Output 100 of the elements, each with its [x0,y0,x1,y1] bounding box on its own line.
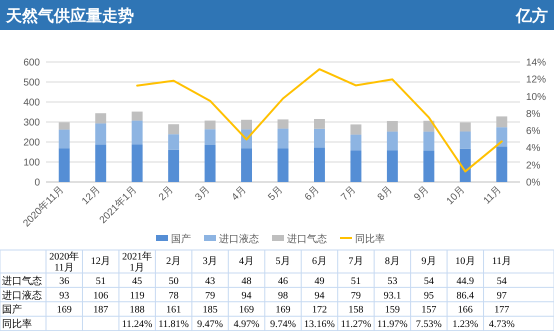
y-tick-label: 100 [23,158,40,168]
x-tick-label: 4月 [230,184,249,204]
category-label: 2021年1月 [122,252,152,274]
bar [496,146,508,182]
data-label: 157 [421,304,436,316]
data-label: 169 [276,304,290,316]
data-label: 94 [242,290,252,302]
category-label: 9月 [421,256,436,267]
data-label: 4.73% [488,319,515,330]
bar [204,129,216,145]
bar [314,148,325,182]
bar [204,145,216,182]
data-label: 9.47% [197,319,223,330]
data-label: 119 [130,290,144,302]
line-series [136,68,503,172]
x-tick-label: 6月 [302,184,322,204]
data-label: 46 [278,276,288,287]
category-label: 4月 [239,256,254,267]
bar [241,148,252,182]
bar [168,124,180,134]
data-label: 78 [168,290,179,302]
data-label: 44.9 [456,276,474,287]
y2-tick-label: 0% [526,178,541,188]
text: 进口气态 [2,276,42,287]
bar [350,150,362,182]
bar [58,122,70,130]
category-label: 3月 [202,256,218,267]
x-tick-label: 5月 [266,184,286,204]
data-label: 159 [384,304,400,316]
bar [168,150,180,182]
y-tick-label: 0 [34,178,40,188]
data-label: 51 [96,276,106,287]
category-label: 10月 [455,256,476,267]
y-tick-label: 500 [23,78,40,88]
bar [423,132,434,151]
bar [132,112,143,121]
x-tick-label: 7月 [339,184,358,204]
y2-tick-label: 2% [526,160,541,172]
data-label: 98 [278,290,288,302]
bar [386,120,398,132]
data-label: 43 [205,276,216,287]
legend-label: 国产 [171,233,191,245]
data-label: 158 [348,304,364,316]
x-tick-label: 10月 [444,184,468,208]
x-tick-label: 12月 [80,184,103,208]
y2-tick-label: 10% [526,92,546,103]
bar [460,148,471,182]
bar [132,120,143,144]
data-label: 185 [202,304,218,316]
data-label: 79 [350,290,361,302]
y2-tick-label: 6% [526,126,541,138]
text: 同比率 [2,319,32,330]
data-label: 161 [166,304,182,316]
x-tick-label: 2月 [156,184,176,204]
bar [168,134,180,150]
bar [278,148,288,182]
data-label: 79 [205,290,216,302]
data-label: 45 [132,276,142,287]
text: 国产 [2,304,22,316]
bar [58,148,70,182]
data-label: 9.74% [270,319,296,330]
data-label: 7.53% [416,319,442,330]
data-label: 169 [56,304,72,316]
data-label: 48 [242,276,252,287]
text: 亿方 [515,6,548,25]
data-label: 53 [387,276,398,287]
y-tick-label: 400 [23,98,40,108]
y2-tick-label: 8% [526,108,541,120]
x-tick-label: 3月 [193,184,212,204]
category-label: 11月 [492,256,512,267]
y2-tick-label: 14% [526,58,546,68]
bar [278,128,288,148]
x-tick-label: 9月 [412,184,431,204]
data-label: 106 [93,290,108,302]
data-label: 166 [458,304,473,316]
bar [95,113,106,124]
bar [314,128,325,148]
bar [204,120,216,130]
text: 进口液态 [2,290,42,302]
y-tick-label: 300 [23,118,40,128]
data-label: 187 [93,304,108,316]
bar [58,130,70,148]
bar [386,150,398,182]
data-label: 11.24% [122,319,152,330]
y2-tick-label: 12% [526,74,546,86]
data-label: 13.16% [304,319,335,330]
y-tick-label: 200 [23,138,40,148]
data-label: 11.27% [340,319,372,330]
data-label: 49 [314,276,324,287]
bar [95,123,106,145]
category-label: 2月 [166,256,182,267]
bar [350,134,362,150]
data-label: 93.1 [384,290,402,302]
category-label: 2020年11月 [49,252,80,274]
x-tick-label: 11月 [482,184,504,207]
bar [95,144,106,182]
data-label: 11.81% [158,319,189,330]
data-label: 51 [350,276,361,287]
data-label: 54 [424,276,434,287]
legend-label: 进口液态 [219,233,259,245]
